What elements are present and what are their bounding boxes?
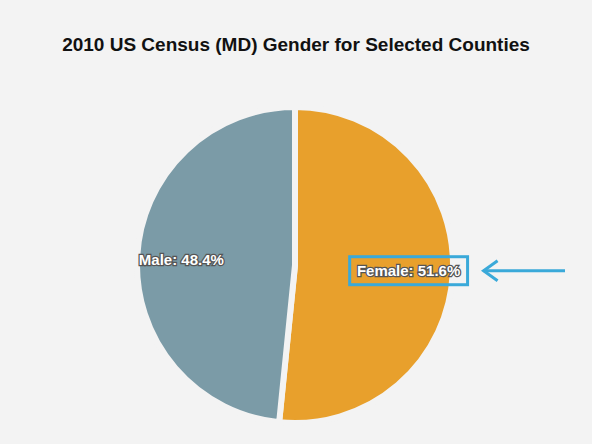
svg-text:Female: 51.6%: Female: 51.6% bbox=[357, 262, 460, 279]
html-text:2010 US Census (MD) Gender for: 2010 US Census (MD) Gender for Selected … bbox=[62, 34, 530, 55]
svg-text:Male: 48.4%: Male: 48.4% bbox=[139, 251, 224, 268]
